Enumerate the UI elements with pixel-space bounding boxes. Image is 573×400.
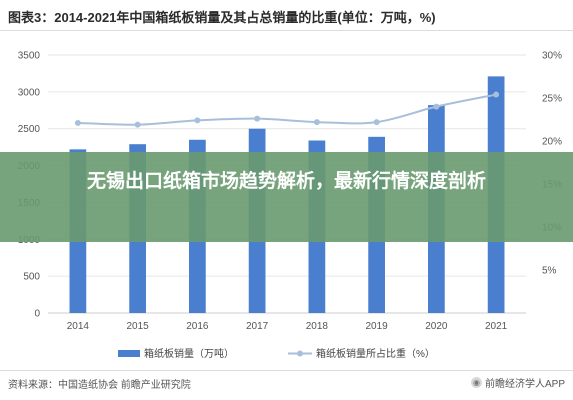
line-point — [194, 117, 201, 124]
x-tick-label: 2020 — [425, 321, 448, 332]
overlay-headline: 无锡出口纸箱市场趋势解析，最新行情深度剖析 — [86, 171, 486, 192]
y-left-tick-label: 0 — [34, 309, 40, 320]
legend-line-label[interactable]: 箱纸板销量所占比重（%） — [316, 347, 435, 360]
line-point — [74, 119, 81, 126]
y-right-tick-label: 25% — [542, 94, 562, 105]
line-point — [313, 119, 320, 126]
chart-title: 图表3：2014-2021年中国箱纸板销量及其占总销量的比重(单位：万吨，%) — [8, 10, 436, 25]
legend-bar-swatch — [118, 350, 140, 357]
line-series — [74, 91, 500, 128]
line-point — [493, 91, 500, 98]
y-left-tick-label: 3000 — [18, 87, 41, 98]
footer-divider — [0, 370, 573, 371]
x-tick-label: 2014 — [67, 321, 90, 332]
legend-line-marker — [297, 350, 303, 357]
x-tick-label: 2019 — [366, 321, 389, 332]
y-left-tick-label: 500 — [23, 272, 40, 283]
title-divider — [0, 30, 573, 31]
x-tick-label: 2021 — [485, 321, 508, 332]
line-point — [373, 119, 380, 126]
brand-credit[interactable]: ◉ 前瞻经济学人APP — [470, 375, 565, 390]
legend-bar-label[interactable]: 箱纸板销量（万吨） — [144, 347, 234, 360]
y-right-tick-label: 5% — [542, 266, 557, 277]
x-axis: 2014 2015 2016 2017 2018 2019 2020 2021 — [67, 321, 508, 332]
y-left-tick-label: 2500 — [18, 124, 41, 135]
qianzhan-logo-icon: ◉ — [470, 377, 482, 388]
line-point — [134, 121, 141, 128]
legend: 箱纸板销量（万吨） 箱纸板销量所占比重（%） — [118, 347, 435, 360]
line-point — [433, 103, 440, 110]
y-right-tick-label: 20% — [542, 137, 562, 148]
series-line — [77, 93, 497, 126]
line-point — [254, 115, 261, 122]
x-tick-label: 2016 — [186, 321, 209, 332]
y-left-tick-label: 3500 — [18, 51, 41, 62]
x-tick-label: 2017 — [246, 321, 269, 332]
y-right-tick-label: 30% — [542, 51, 562, 62]
source-note: 资料来源：中国造纸协会 前瞻产业研究院 — [8, 380, 191, 391]
overlay-banner — [0, 152, 573, 242]
x-tick-label: 2015 — [127, 321, 150, 332]
x-tick-label: 2018 — [306, 321, 329, 332]
brand-label: 前瞻经济学人APP — [484, 379, 565, 390]
